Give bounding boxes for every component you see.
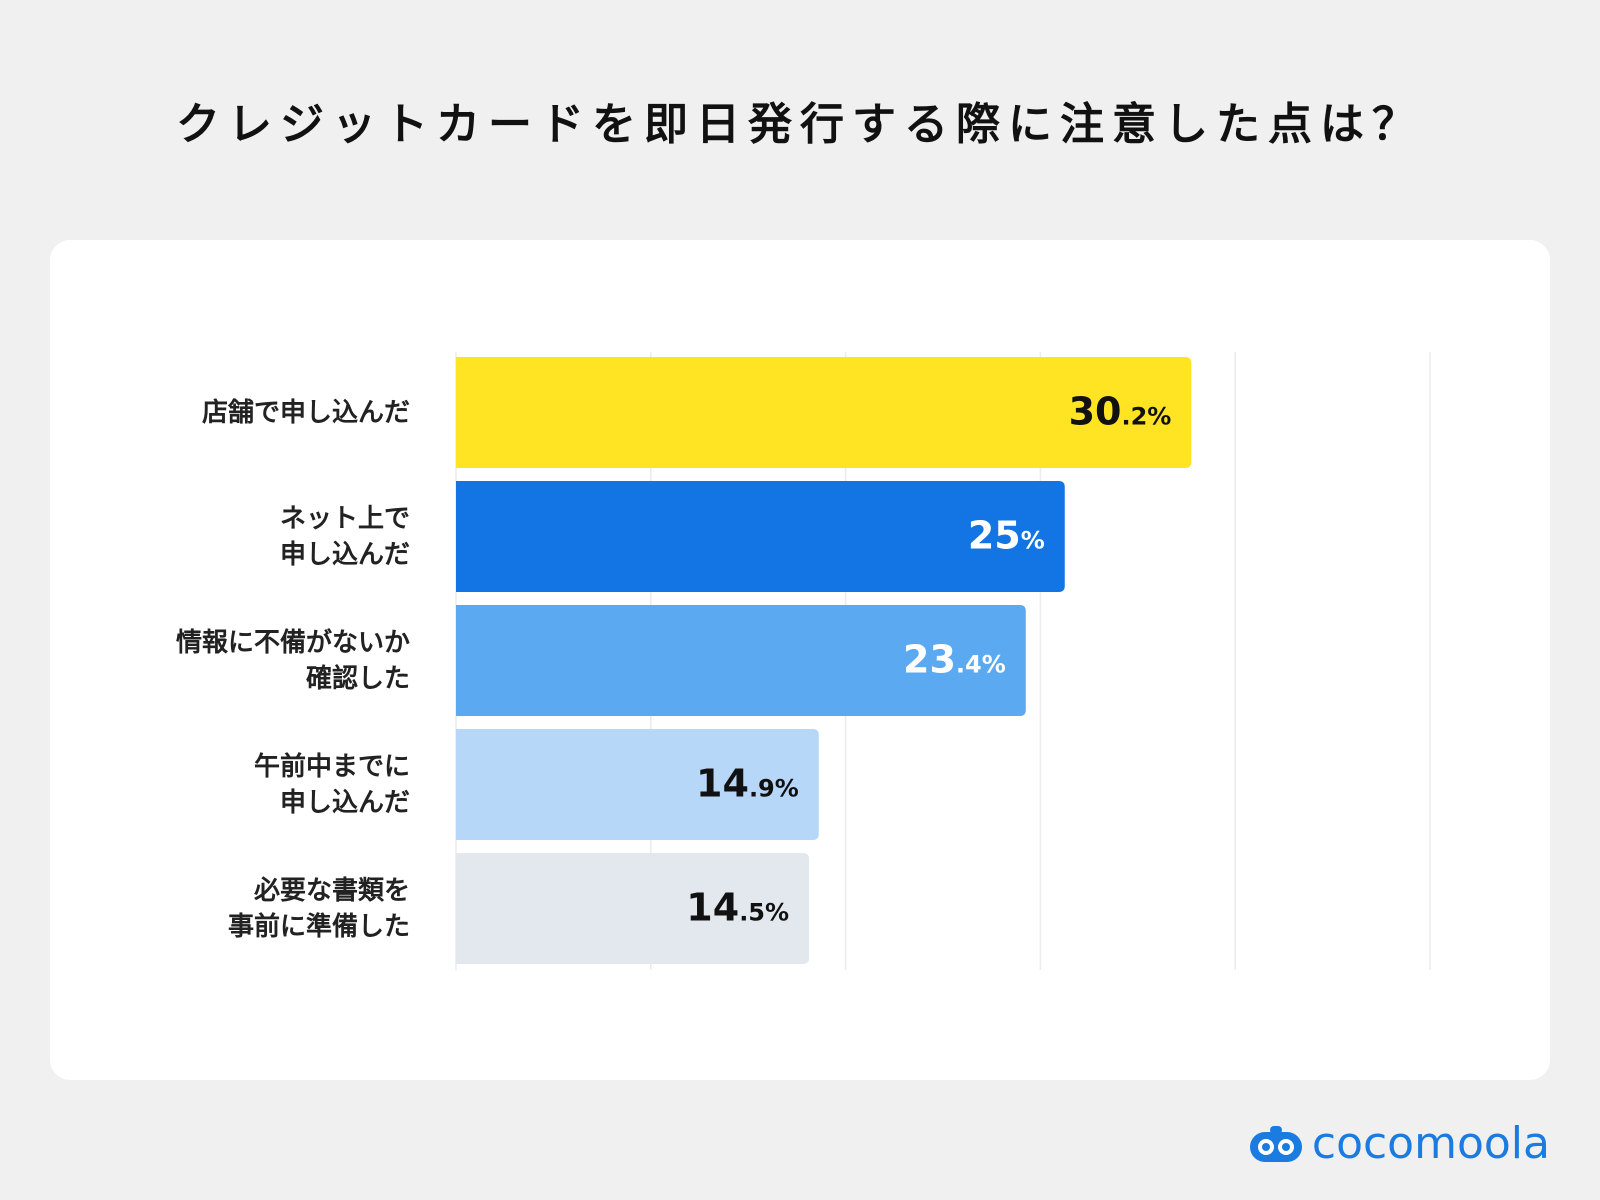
brand-icon — [1249, 1125, 1302, 1162]
bar — [456, 357, 1192, 468]
category-label: 必要な書類を 事前に準備した — [227, 875, 410, 942]
value-label: 14.9% — [696, 762, 799, 806]
value-label: 14.5% — [686, 886, 789, 930]
category-label: 情報に不備がないか 確認した — [175, 627, 410, 694]
value-label: 25% — [968, 514, 1045, 558]
category-label: 店舗で申し込んだ — [201, 397, 410, 428]
brand-name: cocomoola — [1311, 1118, 1550, 1169]
bar — [456, 853, 810, 964]
chart-title: クレジットカードを即日発行する際に注意した点は？ — [176, 99, 1424, 150]
category-label: ネット上で 申し込んだ — [279, 503, 410, 570]
value-label: 23.4% — [903, 638, 1006, 682]
bar — [456, 605, 1026, 716]
value-label: 30.2% — [1069, 390, 1172, 434]
bar — [456, 481, 1065, 592]
brand-logo: cocomoola — [1248, 1118, 1550, 1169]
category-label: 午前中までに 申し込んだ — [253, 751, 410, 818]
bar — [456, 729, 819, 840]
